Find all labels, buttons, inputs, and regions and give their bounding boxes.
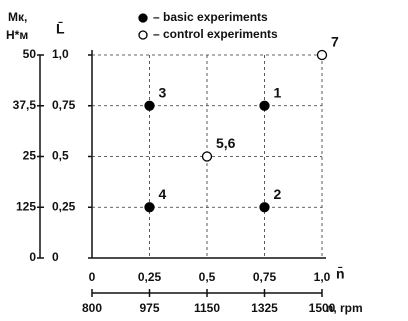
y2-label: Н*м [6, 28, 28, 42]
point [259, 100, 270, 111]
x2-label: n, rpm [326, 301, 363, 315]
x-tick-label: 0,5 [199, 270, 216, 284]
x-tick-label: 0 [89, 270, 96, 284]
x-tick-label: 1,0 [314, 270, 331, 284]
x-tick-label: 0,75 [253, 270, 277, 284]
x2-tick-label: 1325 [251, 301, 278, 315]
legend-marker [138, 13, 148, 23]
y-tick-label: 0,75 [52, 98, 76, 112]
y-tick-label: 0,25 [52, 199, 76, 213]
x2-tick-label: 1500 [309, 301, 336, 315]
point [201, 151, 213, 162]
point-label: 7 [331, 34, 339, 50]
y2-tick-label: 0 [29, 250, 36, 264]
y2-tick-label: 37,5 [13, 98, 37, 112]
x-tick-label: 0,25 [138, 270, 162, 284]
y-label: L̄ [56, 20, 65, 37]
x2-tick-label: 800 [82, 301, 102, 315]
point [144, 100, 155, 111]
y2-tick-label: 25 [23, 149, 37, 163]
x2-tick-label: 975 [139, 301, 159, 315]
point-label: 5,6 [216, 135, 236, 151]
legend-label: – basic experiments [153, 10, 268, 24]
y2-label: Mк, [8, 10, 27, 24]
y-tick-label: 0,5 [52, 149, 69, 163]
point-label: 4 [159, 186, 167, 202]
point-label: 1 [274, 84, 282, 100]
y2-tick-label: 50 [23, 47, 37, 61]
point [144, 202, 155, 213]
point-label: 2 [274, 186, 282, 202]
y-tick-label: 1,0 [52, 47, 69, 61]
x-label: n̄ [336, 265, 345, 282]
y2-tick-label: 125 [16, 199, 36, 213]
point [259, 202, 270, 213]
legend-label: – control experiments [153, 27, 278, 41]
point-label: 3 [159, 84, 167, 100]
legend-marker [138, 30, 148, 40]
point [316, 49, 328, 61]
y-tick-label: 0 [52, 250, 59, 264]
x2-tick-label: 1150 [194, 301, 220, 315]
